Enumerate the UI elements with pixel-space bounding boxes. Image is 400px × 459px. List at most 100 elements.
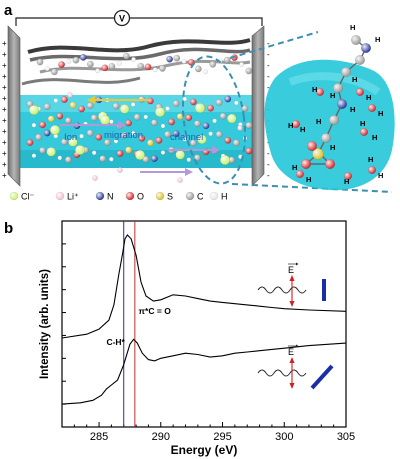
atom-highlight bbox=[46, 147, 56, 157]
right-electrode bbox=[251, 25, 265, 187]
atom-highlight bbox=[344, 172, 352, 180]
y-axis-label: Intensity (arb. units) bbox=[39, 269, 51, 379]
plus-sign: + bbox=[2, 160, 7, 169]
plus-sign: + bbox=[2, 83, 7, 92]
hydrogen-label: H bbox=[344, 177, 349, 186]
label-channel: channel bbox=[170, 132, 203, 143]
atom-highlight bbox=[35, 134, 42, 141]
atom-highlight bbox=[87, 102, 94, 109]
atom-highlight bbox=[209, 61, 216, 68]
atom-highlight bbox=[159, 65, 166, 72]
minus-sign: - bbox=[267, 160, 270, 169]
atom-highlight bbox=[177, 113, 184, 120]
atom-highlight bbox=[147, 139, 154, 147]
plus-sign: + bbox=[2, 94, 7, 103]
hydrogen-label: H bbox=[368, 155, 373, 164]
atom-highlight bbox=[31, 153, 37, 158]
atom-highlight bbox=[123, 52, 130, 60]
spectra bbox=[61, 234, 347, 405]
atom-highlight bbox=[182, 96, 187, 102]
voltmeter-label: V bbox=[119, 14, 125, 24]
atom-highlight bbox=[116, 150, 124, 157]
atom-highlight bbox=[66, 59, 72, 64]
atom-highlight bbox=[160, 150, 166, 155]
atom-highlight bbox=[39, 121, 46, 128]
plus-sign: + bbox=[2, 116, 7, 125]
polarization-inset-bottom: E bbox=[257, 344, 334, 390]
spectrum-line bbox=[61, 338, 347, 405]
atom-highlight bbox=[135, 150, 145, 160]
legend-item: Li⁺ bbox=[55, 192, 79, 202]
reference-lines bbox=[123, 221, 136, 427]
panel-a: a V +++++++++++++ ------------- bbox=[2, 2, 395, 202]
atom-highlight bbox=[177, 177, 183, 183]
atom-highlight bbox=[61, 96, 68, 103]
highlight-ellipse bbox=[181, 55, 247, 185]
plus-sign: + bbox=[2, 50, 7, 59]
minus-sign: - bbox=[267, 83, 270, 92]
label-ion: Ion bbox=[64, 132, 77, 143]
atom-highlight bbox=[194, 154, 201, 161]
atom-highlight bbox=[120, 104, 130, 114]
atom-highlight bbox=[312, 148, 324, 160]
atom-highlight bbox=[156, 192, 164, 200]
plot-frame bbox=[61, 220, 347, 428]
atom-highlight bbox=[142, 156, 149, 163]
atom-highlight bbox=[356, 88, 364, 96]
zoom-molecule bbox=[292, 35, 377, 180]
atom-highlight bbox=[185, 114, 192, 121]
peak-annotations: π*C = O C-H* bbox=[106, 306, 171, 347]
atom-highlight bbox=[155, 137, 163, 144]
atom-highlight bbox=[151, 155, 158, 162]
legend-item: Cl⁻ bbox=[9, 192, 34, 202]
atom-highlight bbox=[87, 60, 94, 68]
atom-highlight bbox=[87, 129, 94, 137]
atom-highlight bbox=[168, 118, 175, 126]
legend-item: S bbox=[155, 192, 173, 202]
atom-highlight bbox=[131, 131, 136, 136]
atom-highlight bbox=[95, 133, 103, 141]
hydrogen-label: H bbox=[330, 143, 335, 152]
x-tick-label: 305 bbox=[337, 431, 355, 443]
atom-highlight bbox=[234, 100, 239, 106]
atom-highlight bbox=[44, 103, 51, 110]
atom-highlight bbox=[126, 192, 134, 200]
atom-highlight bbox=[36, 58, 44, 66]
atom-highlight bbox=[50, 125, 60, 135]
atom-highlight bbox=[195, 65, 202, 73]
atom-highlight bbox=[99, 155, 107, 162]
atom-highlight bbox=[202, 122, 210, 129]
atom-highlight bbox=[96, 192, 104, 200]
atom-highlight bbox=[190, 139, 197, 147]
x-tick-label: 290 bbox=[152, 431, 170, 443]
atom-highlight bbox=[31, 123, 37, 128]
minus-sign: - bbox=[267, 61, 270, 70]
atom-highlight bbox=[173, 100, 180, 107]
atom-highlight bbox=[337, 99, 347, 109]
x-axis-label: Energy (eV) bbox=[171, 443, 238, 457]
atom-highlight bbox=[78, 105, 85, 113]
atom-highlight bbox=[220, 112, 227, 120]
hydrogen-label: H bbox=[350, 105, 355, 114]
atom-highlight bbox=[144, 63, 152, 71]
minus-sign: - bbox=[267, 149, 270, 158]
legend-label: N bbox=[107, 192, 114, 202]
atom-highlight bbox=[100, 115, 110, 125]
peak-annotation: π*C = O bbox=[139, 306, 172, 316]
atom-highlight bbox=[137, 63, 144, 70]
plus-sign: + bbox=[2, 105, 7, 114]
atom-highlight bbox=[45, 66, 50, 71]
atom-highlight bbox=[117, 167, 123, 173]
atom-highlight bbox=[220, 155, 230, 165]
panel-b: b 285 290 295 300 305 π*C = O C-H* Energy (eV… bbox=[4, 220, 355, 457]
atom-highlight bbox=[160, 123, 166, 129]
legend-label: H bbox=[221, 192, 228, 202]
atom-highlight bbox=[164, 131, 171, 138]
atom-highlight bbox=[224, 56, 231, 64]
atom-highlight bbox=[329, 115, 339, 125]
atom-highlight bbox=[197, 134, 207, 144]
label-migration: migration bbox=[104, 130, 143, 141]
legend-item: H bbox=[209, 192, 228, 202]
atom-highlight bbox=[10, 192, 18, 200]
